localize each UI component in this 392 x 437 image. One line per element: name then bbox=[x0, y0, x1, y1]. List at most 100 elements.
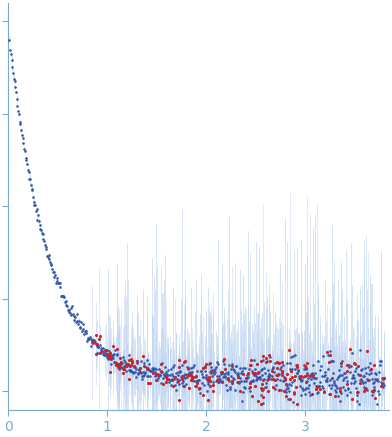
Point bbox=[297, 382, 303, 389]
Point bbox=[238, 370, 244, 377]
Point bbox=[37, 225, 44, 232]
Point bbox=[338, 360, 344, 367]
Point bbox=[114, 361, 121, 368]
Point bbox=[258, 392, 264, 399]
Point bbox=[237, 374, 243, 381]
Point bbox=[62, 298, 68, 305]
Point bbox=[104, 347, 111, 354]
Point bbox=[61, 293, 67, 300]
Point bbox=[114, 351, 120, 358]
Point bbox=[292, 365, 298, 372]
Point bbox=[239, 368, 245, 375]
Point bbox=[260, 394, 267, 401]
Point bbox=[138, 369, 144, 376]
Point bbox=[42, 243, 49, 250]
Point bbox=[287, 396, 293, 403]
Point bbox=[245, 369, 251, 376]
Point bbox=[354, 391, 360, 398]
Point bbox=[369, 389, 376, 396]
Point bbox=[41, 238, 47, 245]
Point bbox=[331, 378, 338, 385]
Point bbox=[111, 358, 117, 365]
Point bbox=[141, 372, 147, 379]
Point bbox=[368, 376, 375, 383]
Point bbox=[26, 176, 33, 183]
Point bbox=[327, 348, 333, 355]
Point bbox=[260, 377, 266, 384]
Point bbox=[329, 382, 336, 388]
Point bbox=[351, 359, 358, 366]
Point bbox=[378, 358, 384, 365]
Point bbox=[290, 353, 297, 360]
Point bbox=[374, 375, 380, 382]
Point bbox=[310, 361, 316, 368]
Point bbox=[153, 371, 159, 378]
Point bbox=[285, 347, 292, 354]
Point bbox=[254, 397, 261, 404]
Point bbox=[121, 365, 127, 372]
Point bbox=[196, 390, 203, 397]
Point bbox=[237, 388, 243, 395]
Point bbox=[261, 365, 267, 372]
Point bbox=[353, 385, 359, 392]
Point bbox=[321, 388, 327, 395]
Point bbox=[107, 355, 114, 362]
Point bbox=[36, 221, 43, 228]
Point bbox=[268, 375, 274, 382]
Point bbox=[196, 384, 202, 391]
Point bbox=[186, 384, 192, 391]
Point bbox=[183, 364, 190, 371]
Point bbox=[49, 266, 55, 273]
Point bbox=[164, 371, 170, 378]
Point bbox=[319, 384, 326, 391]
Point bbox=[116, 362, 122, 369]
Point bbox=[106, 350, 112, 357]
Point bbox=[257, 374, 263, 381]
Point bbox=[313, 382, 319, 389]
Point bbox=[68, 312, 74, 319]
Point bbox=[167, 377, 173, 384]
Point bbox=[123, 361, 129, 368]
Point bbox=[134, 359, 140, 366]
Point bbox=[19, 132, 25, 139]
Point bbox=[117, 364, 123, 371]
Point bbox=[369, 392, 375, 399]
Point bbox=[181, 382, 187, 389]
Point bbox=[103, 353, 110, 360]
Point bbox=[334, 375, 340, 382]
Point bbox=[172, 382, 178, 388]
Point bbox=[255, 368, 261, 375]
Point bbox=[145, 379, 151, 386]
Point bbox=[343, 392, 350, 399]
Point bbox=[129, 359, 135, 366]
Point bbox=[250, 369, 257, 376]
Point bbox=[158, 367, 164, 374]
Point bbox=[242, 364, 249, 371]
Point bbox=[283, 392, 289, 399]
Point bbox=[11, 77, 18, 84]
Point bbox=[193, 373, 199, 380]
Point bbox=[116, 360, 122, 367]
Point bbox=[338, 362, 344, 369]
Point bbox=[93, 340, 99, 347]
Point bbox=[344, 368, 350, 375]
Point bbox=[154, 377, 160, 384]
Point bbox=[362, 378, 368, 385]
Point bbox=[206, 375, 212, 382]
Point bbox=[215, 361, 221, 368]
Point bbox=[205, 377, 211, 384]
Point bbox=[54, 274, 60, 281]
Point bbox=[249, 367, 255, 374]
Point bbox=[254, 361, 260, 368]
Point bbox=[227, 372, 234, 379]
Point bbox=[168, 382, 174, 388]
Point bbox=[129, 357, 135, 364]
Point bbox=[229, 361, 235, 368]
Point bbox=[47, 260, 54, 267]
Point bbox=[107, 350, 114, 357]
Point bbox=[81, 330, 87, 337]
Point bbox=[285, 384, 291, 391]
Point bbox=[203, 372, 209, 379]
Point bbox=[199, 370, 205, 377]
Point bbox=[241, 383, 248, 390]
